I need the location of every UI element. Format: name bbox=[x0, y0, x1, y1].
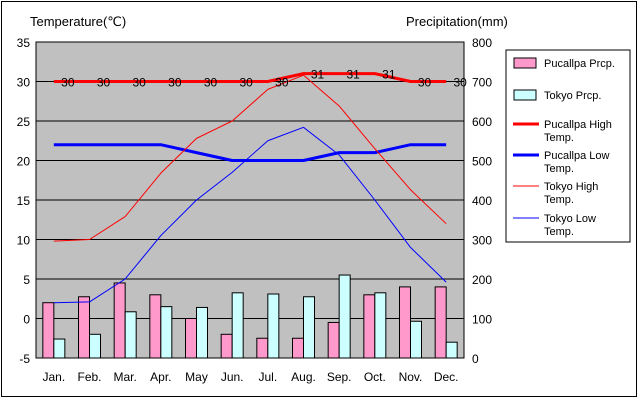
bar-tokyo-prcp-7 bbox=[303, 296, 315, 359]
y-left-tick: 15 bbox=[17, 194, 31, 208]
legend-label: Pucallpa High bbox=[544, 119, 612, 131]
legend-key-1: Tokyo Prcp. bbox=[513, 89, 601, 102]
bar-tokyo-prcp-2 bbox=[124, 311, 137, 359]
bar-tokyo-prcp-9 bbox=[374, 292, 387, 359]
y-right-tick: 100 bbox=[472, 313, 492, 327]
data-label-high-6: 30 bbox=[275, 76, 289, 90]
bar-pucallpa-prcp-5 bbox=[220, 333, 233, 359]
data-label-high-4: 30 bbox=[204, 76, 218, 90]
line-tokyo-high-temp bbox=[53, 74, 447, 242]
bar-pucallpa-prcp-1 bbox=[78, 296, 90, 359]
data-label-high-8: 31 bbox=[346, 68, 360, 82]
line-tokyo-low-temp bbox=[53, 126, 447, 304]
x-tick-3: Apr. bbox=[150, 370, 171, 384]
bar-tokyo-prcp-5 bbox=[231, 292, 244, 359]
y-left-tick: 10 bbox=[17, 234, 31, 248]
line-pucallpa-high-temp bbox=[53, 72, 447, 83]
y-left-tick: 5 bbox=[23, 273, 30, 287]
y-right-tick: 300 bbox=[472, 234, 492, 248]
legend-swatch bbox=[513, 57, 537, 69]
data-label-high-10: 30 bbox=[418, 76, 432, 90]
y-left-axis-label: Temperature(℃) bbox=[30, 14, 126, 29]
legend-label-line2: Temp. bbox=[544, 163, 574, 175]
y-right-tick: 600 bbox=[472, 115, 492, 129]
y-left-tick: 30 bbox=[17, 76, 31, 90]
legend-label: Pucallpa Low bbox=[544, 150, 609, 162]
bar-pucallpa-prcp-3 bbox=[149, 294, 162, 359]
data-label-high-11: 30 bbox=[453, 76, 467, 90]
data-label-high-3: 30 bbox=[168, 76, 182, 90]
legend-label-line2: Temp. bbox=[544, 132, 574, 144]
bar-tokyo-prcp-0 bbox=[53, 338, 66, 359]
y-right-tick: 0 bbox=[472, 352, 479, 366]
bar-tokyo-prcp-11 bbox=[445, 341, 458, 359]
legend-key-0: Pucallpa Prcp. bbox=[513, 57, 615, 70]
legend-label: Pucallpa Prcp. bbox=[544, 58, 615, 70]
legend: Pucallpa Prcp.Tokyo Prcp.Pucallpa HighTe… bbox=[505, 49, 631, 243]
y-right-axis-label: Precipitation(mm) bbox=[406, 14, 508, 29]
bar-pucallpa-prcp-4 bbox=[185, 318, 197, 359]
bar-pucallpa-prcp-0 bbox=[42, 302, 55, 359]
data-label-high-9: 31 bbox=[382, 68, 396, 82]
bar-pucallpa-prcp-11 bbox=[434, 286, 447, 359]
bar-tokyo-prcp-10 bbox=[410, 320, 422, 359]
x-tick-2: Mar. bbox=[113, 370, 136, 384]
x-tick-4: May bbox=[185, 370, 208, 384]
x-tick-9: Oct. bbox=[364, 370, 386, 384]
bar-tokyo-prcp-4 bbox=[196, 306, 208, 359]
bar-pucallpa-prcp-2 bbox=[113, 282, 126, 359]
data-label-high-0: 30 bbox=[61, 76, 75, 90]
bar-tokyo-prcp-1 bbox=[89, 333, 101, 359]
y-right-tick: 800 bbox=[472, 36, 492, 50]
y-right-tick: 700 bbox=[472, 76, 492, 90]
bar-pucallpa-prcp-9 bbox=[363, 294, 376, 359]
y-right-tick: 400 bbox=[472, 194, 492, 208]
y-left-tick: 0 bbox=[23, 313, 30, 327]
x-tick-0: Jan. bbox=[42, 370, 65, 384]
legend-label: Tokyo Prcp. bbox=[544, 90, 601, 102]
bar-tokyo-prcp-8 bbox=[338, 274, 351, 359]
x-tick-11: Dec. bbox=[434, 370, 459, 384]
legend-label: Tokyo Low bbox=[544, 213, 596, 225]
x-tick-5: Jun. bbox=[221, 370, 244, 384]
bar-pucallpa-prcp-8 bbox=[327, 321, 340, 359]
y-right-tick: 200 bbox=[472, 273, 492, 287]
y-left-tick: 20 bbox=[17, 155, 31, 169]
y-right-tick: 500 bbox=[472, 155, 492, 169]
bar-tokyo-prcp-3 bbox=[160, 306, 173, 359]
data-label-high-7: 31 bbox=[311, 68, 325, 82]
x-tick-8: Sep. bbox=[327, 370, 352, 384]
bar-pucallpa-prcp-10 bbox=[399, 286, 411, 359]
bar-pucallpa-prcp-6 bbox=[256, 337, 269, 359]
legend-label: Tokyo High bbox=[544, 181, 598, 193]
bar-tokyo-prcp-6 bbox=[267, 293, 280, 359]
x-tick-1: Feb. bbox=[77, 370, 101, 384]
y-left-tick: 35 bbox=[17, 36, 31, 50]
legend-swatch bbox=[513, 89, 537, 101]
data-label-high-2: 30 bbox=[132, 76, 146, 90]
line-pucallpa-low-temp bbox=[53, 143, 447, 162]
x-tick-10: Nov. bbox=[399, 370, 423, 384]
legend-box bbox=[505, 49, 631, 243]
x-tick-7: Aug. bbox=[291, 370, 316, 384]
data-label-high-1: 30 bbox=[97, 76, 111, 90]
y-left-tick: -5 bbox=[19, 352, 30, 366]
bar-pucallpa-prcp-7 bbox=[292, 337, 304, 359]
y-left-tick: 25 bbox=[17, 115, 31, 129]
data-label-high-5: 30 bbox=[239, 76, 253, 90]
legend-label-line2: Temp. bbox=[544, 194, 574, 206]
legend-label-line2: Temp. bbox=[544, 226, 574, 238]
x-tick-6: Jul. bbox=[258, 370, 277, 384]
